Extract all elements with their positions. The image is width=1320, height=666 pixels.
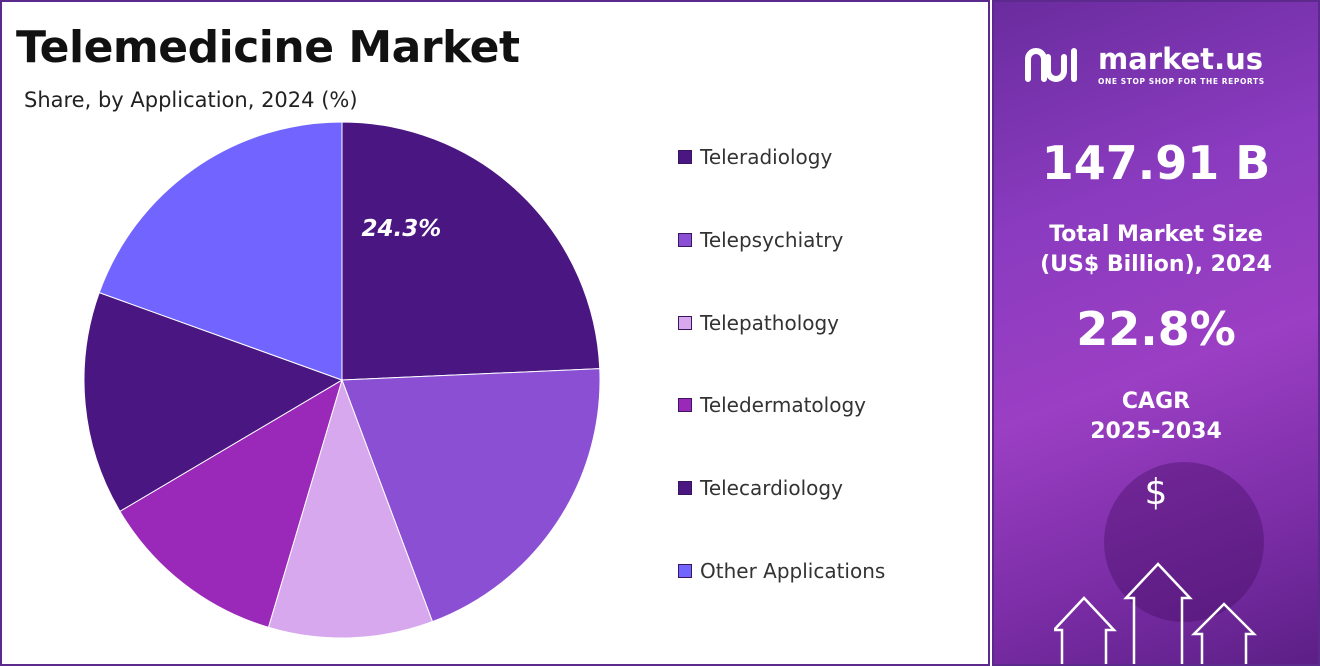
brand: market.us ONE STOP SHOP FOR THE REPORTS <box>1024 44 1265 86</box>
legend-swatch <box>678 150 692 164</box>
data-label-teleradiology: 24.3% <box>362 216 442 242</box>
pie-slice-other-applications <box>98 121 343 381</box>
legend-label: Teledermatology <box>700 393 866 418</box>
legend-label: Telepathology <box>700 310 840 335</box>
market-size-label-line2: (US$ Billion), 2024 <box>1040 252 1272 277</box>
legend-item: Telecardiology <box>678 473 843 503</box>
dollar-icon: $ <box>1144 472 1168 513</box>
legend-swatch <box>678 481 692 496</box>
pie-slice-telepsychiatry <box>341 368 601 623</box>
market-us-logo-icon <box>1025 48 1077 82</box>
market-size-label-line1: Total Market Size <box>1049 222 1263 247</box>
chart-panel: Telemedicine Market Share, by Applicatio… <box>0 0 990 666</box>
brand-name: market.us <box>1098 42 1264 76</box>
cagr-label-line2: 2025-2034 <box>1090 419 1222 444</box>
legend-swatch <box>678 232 692 247</box>
pie-slice-telecardiology <box>83 291 344 513</box>
legend-swatch <box>678 564 692 578</box>
market-size-value: 147.91 B <box>1041 136 1271 190</box>
legend-item: Teledermatology <box>678 390 866 420</box>
chart-title: Telemedicine Market <box>16 22 520 73</box>
legend-swatch <box>678 398 692 413</box>
pie-slice-teleradiology <box>341 121 601 381</box>
growth-arrows-icon <box>1054 562 1258 664</box>
legend-label: Teleradiology <box>700 145 833 169</box>
pie-chart: 24.3% <box>83 121 601 639</box>
legend-item: Telepathology <box>678 308 839 338</box>
pie-slice-teledermatology <box>119 378 343 628</box>
legend-item: Other Applications <box>678 556 885 586</box>
info-panel: market.us ONE STOP SHOP FOR THE REPORTS … <box>992 0 1320 666</box>
legend-label: Telepsychiatry <box>700 227 844 252</box>
chart-subtitle: Share, by Application, 2024 (%) <box>24 88 358 112</box>
legend-swatch <box>678 315 692 330</box>
brand-tagline: ONE STOP SHOP FOR THE REPORTS <box>1098 77 1265 86</box>
pie-slice-telepathology <box>267 378 434 639</box>
legend-item: Telepsychiatry <box>678 225 843 255</box>
background-glow <box>1104 462 1264 622</box>
cagr-value: 22.8% <box>1076 302 1236 356</box>
legend-item: Teleradiology <box>678 142 832 172</box>
legend-label: Other Applications <box>700 559 886 583</box>
cagr-label-line1: CAGR <box>1121 389 1191 414</box>
legend-label: Telecardiology <box>700 476 843 501</box>
